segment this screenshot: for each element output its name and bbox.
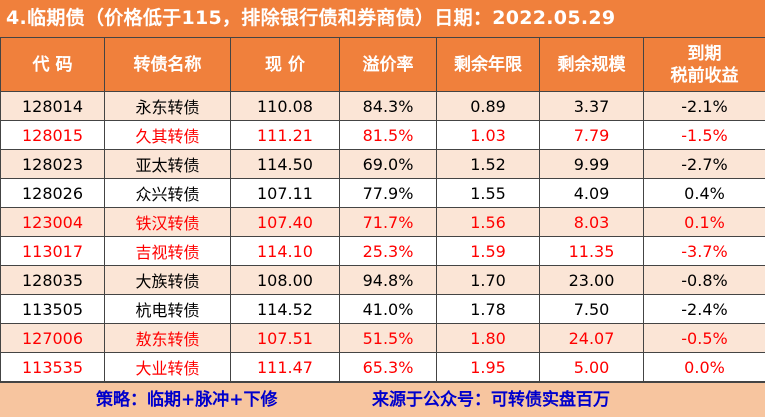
cell-scale: 8.03 [540, 208, 644, 237]
cell-name: 亚太转债 [105, 150, 231, 179]
header-yield-line2: 税前收益 [671, 66, 739, 86]
cell-scale: 5.00 [540, 353, 644, 382]
cell-price: 111.21 [231, 121, 340, 150]
cell-premium: 41.0% [340, 295, 437, 324]
cell-name: 众兴转债 [105, 179, 231, 208]
cell-years: 1.03 [437, 121, 540, 150]
cell-name: 杭电转债 [105, 295, 231, 324]
bond-table: 代 码 转债名称 现 价 溢价率 剩余年限 剩余规模 到期 税前收益 12801… [0, 37, 765, 382]
cell-name: 大业转债 [105, 353, 231, 382]
cell-premium: 84.3% [340, 92, 437, 121]
header-price: 现 价 [231, 38, 340, 92]
cell-years: 1.95 [437, 353, 540, 382]
cell-yield: -1.5% [644, 121, 765, 150]
cell-price: 107.40 [231, 208, 340, 237]
cell-scale: 7.50 [540, 295, 644, 324]
cell-years: 0.89 [437, 92, 540, 121]
cell-premium: 81.5% [340, 121, 437, 150]
header-yield-line1: 到期 [688, 44, 722, 64]
cell-code: 128035 [1, 266, 105, 295]
cell-price: 107.51 [231, 324, 340, 353]
cell-name: 敖东转债 [105, 324, 231, 353]
table-title: 4.临期债（价格低于115，排除银行债和券商债）日期：2022.05.29 [0, 0, 765, 37]
footer-bar: 策略：临期+脉冲+下修 来源于公众号：可转债实盘百万 [0, 382, 765, 417]
cell-premium: 77.9% [340, 179, 437, 208]
cell-scale: 4.09 [540, 179, 644, 208]
cell-scale: 24.07 [540, 324, 644, 353]
cell-price: 114.50 [231, 150, 340, 179]
cell-price: 114.52 [231, 295, 340, 324]
header-scale: 剩余规模 [540, 38, 644, 92]
cell-price: 110.08 [231, 92, 340, 121]
cell-name: 永东转债 [105, 92, 231, 121]
cell-premium: 69.0% [340, 150, 437, 179]
cell-code: 128015 [1, 121, 105, 150]
cell-code: 128014 [1, 92, 105, 121]
cell-price: 111.47 [231, 353, 340, 382]
cell-yield: -3.7% [644, 237, 765, 266]
cell-name: 铁汉转债 [105, 208, 231, 237]
cell-premium: 51.5% [340, 324, 437, 353]
table-header-row: 代 码 转债名称 现 价 溢价率 剩余年限 剩余规模 到期 税前收益 [1, 38, 765, 92]
header-years: 剩余年限 [437, 38, 540, 92]
cell-price: 108.00 [231, 266, 340, 295]
header-premium: 溢价率 [340, 38, 437, 92]
cell-name: 久其转债 [105, 121, 231, 150]
cell-yield: 0.4% [644, 179, 765, 208]
cell-years: 1.55 [437, 179, 540, 208]
cell-scale: 3.37 [540, 92, 644, 121]
cell-premium: 65.3% [340, 353, 437, 382]
cell-name: 吉视转债 [105, 237, 231, 266]
cell-code: 127006 [1, 324, 105, 353]
cell-name: 大族转债 [105, 266, 231, 295]
cell-premium: 94.8% [340, 266, 437, 295]
cell-code: 113505 [1, 295, 105, 324]
footer-source: 来源于公众号：可转债实盘百万 [372, 383, 610, 418]
cell-code: 113017 [1, 237, 105, 266]
cell-code: 113535 [1, 353, 105, 382]
cell-years: 1.78 [437, 295, 540, 324]
cell-scale: 9.99 [540, 150, 644, 179]
cell-yield: -0.5% [644, 324, 765, 353]
cell-price: 114.10 [231, 237, 340, 266]
cell-code: 123004 [1, 208, 105, 237]
cell-scale: 11.35 [540, 237, 644, 266]
cell-years: 1.70 [437, 266, 540, 295]
cell-yield: -0.8% [644, 266, 765, 295]
header-yield: 到期 税前收益 [644, 38, 765, 92]
cell-yield: -2.7% [644, 150, 765, 179]
cell-code: 128023 [1, 150, 105, 179]
header-name: 转债名称 [105, 38, 231, 92]
cell-yield: 0.0% [644, 353, 765, 382]
cell-years: 1.52 [437, 150, 540, 179]
cell-code: 128026 [1, 179, 105, 208]
footer-strategy: 策略：临期+脉冲+下修 [96, 383, 278, 418]
cell-years: 1.80 [437, 324, 540, 353]
cell-years: 1.56 [437, 208, 540, 237]
cell-price: 107.11 [231, 179, 340, 208]
cell-scale: 7.79 [540, 121, 644, 150]
header-code: 代 码 [1, 38, 105, 92]
cell-years: 1.59 [437, 237, 540, 266]
cell-yield: -2.1% [644, 92, 765, 121]
cell-premium: 71.7% [340, 208, 437, 237]
cell-scale: 23.00 [540, 266, 644, 295]
cell-yield: 0.1% [644, 208, 765, 237]
cell-premium: 25.3% [340, 237, 437, 266]
cell-yield: -2.4% [644, 295, 765, 324]
